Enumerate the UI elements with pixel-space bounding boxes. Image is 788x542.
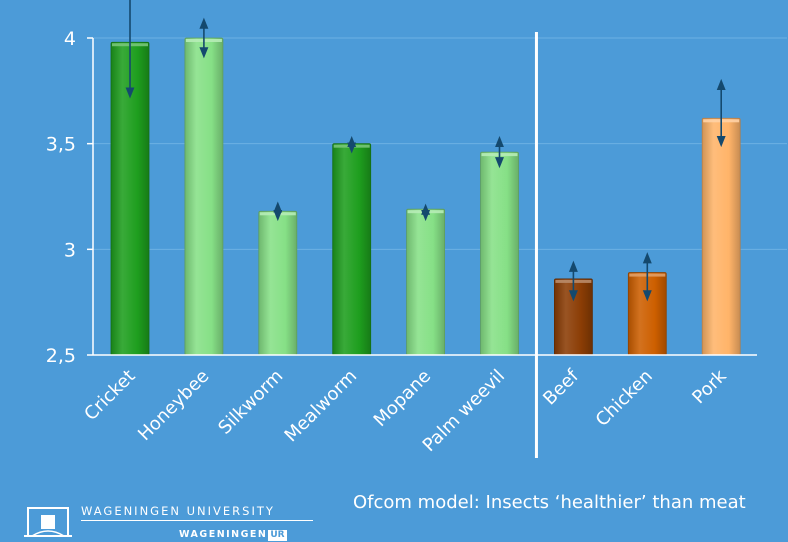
bar <box>258 210 298 356</box>
y-tick-label: 3 <box>64 239 76 261</box>
category-label: Chicken <box>592 366 657 431</box>
logo-university-name: WAGENINGEN UNIVERSITY <box>81 504 275 518</box>
axes <box>87 32 757 458</box>
bar <box>184 37 224 356</box>
slide-caption: Ofcom model: Insects ‘healthier’ than me… <box>353 492 746 513</box>
category-label: Mealworm <box>281 366 362 447</box>
bar <box>480 151 519 356</box>
logo-sub-name: WAGENINGEN <box>179 529 268 540</box>
wageningen-logo-icon <box>24 507 72 537</box>
bar <box>701 117 741 356</box>
category-label: Mopane <box>370 366 435 431</box>
bar <box>332 143 372 356</box>
logo-divider <box>81 520 313 521</box>
category-label: Silkworm <box>214 366 287 439</box>
category-label: Honeybee <box>134 366 213 445</box>
university-logo: WAGENINGEN UNIVERSITY WAGENINGEN UR <box>24 500 324 541</box>
y-tick-label: 3,5 <box>46 134 76 156</box>
y-tick-labels: 2,5 3 3,5 4 <box>46 28 76 367</box>
error-bars <box>125 0 726 302</box>
y-tick-label: 2,5 <box>46 345 76 367</box>
y-tick-label: 4 <box>64 28 76 50</box>
category-label: Pork <box>688 365 731 408</box>
bars <box>110 37 741 356</box>
category-label: Cricket <box>80 366 139 425</box>
category-label: Beef <box>539 365 583 409</box>
logo-subline: WAGENINGEN UR <box>179 524 287 542</box>
bar <box>406 208 446 356</box>
logo-ur-badge: UR <box>268 530 287 541</box>
